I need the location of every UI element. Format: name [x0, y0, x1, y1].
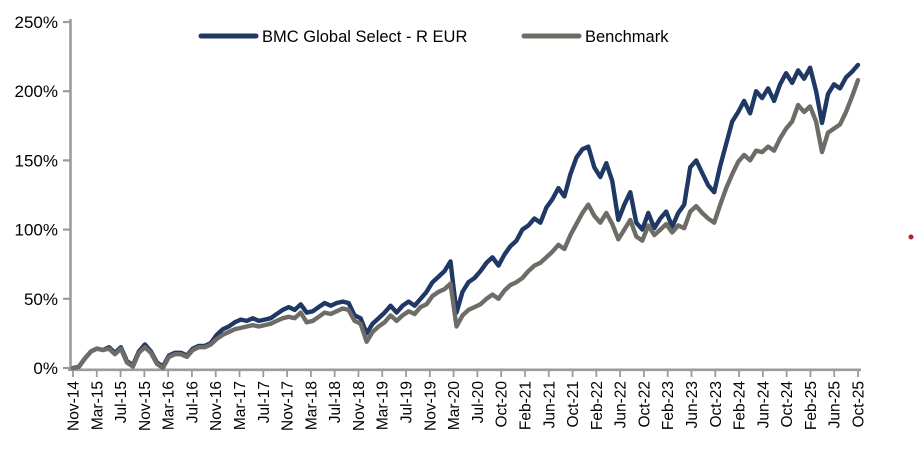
x-tick-label: Feb-25 [803, 381, 820, 430]
series-line-bmc-global-select-r-eur [70, 62, 861, 371]
x-tick-label: Jul-18 [327, 381, 344, 423]
x-tick-label: Jul-17 [256, 381, 273, 423]
x-tick-label: Jun-23 [684, 381, 701, 428]
x-tick-label: Nov-14 [66, 381, 83, 431]
red-dot-marker [908, 234, 914, 240]
x-tick-label: Feb-24 [732, 381, 749, 430]
x-tick-label: Mar-15 [89, 381, 106, 430]
x-tick-label: Feb-23 [660, 381, 677, 430]
x-tick-label: Oct-25 [851, 381, 868, 428]
y-tick-label: 250% [15, 13, 58, 32]
x-tick-label: Oct-20 [494, 381, 511, 428]
x-tick-label: Jun-25 [827, 381, 844, 428]
x-tick-label: Oct-24 [779, 381, 796, 428]
x-tick-label: Mar-19 [375, 381, 392, 430]
y-tick-label: 100% [15, 221, 58, 240]
x-tick-label: Mar-18 [303, 381, 320, 430]
series-lines [70, 62, 861, 371]
y-tick-label: 0% [33, 359, 58, 378]
legend-label-benchmark: Benchmark [585, 28, 669, 46]
x-tick-label: Feb-21 [517, 381, 534, 430]
x-tick-label: Jul-16 [184, 381, 201, 423]
x-tick-label: Mar-17 [232, 381, 249, 430]
x-tick-label: Oct-21 [565, 381, 582, 428]
x-tick-label: Oct-23 [708, 381, 725, 428]
x-tick-label: Jun-24 [755, 381, 772, 429]
x-axis-ticks: Nov-14 Mar-15 Jul-15 Nov-15 Mar-16 Jul-16 Nov-… [66, 369, 868, 431]
x-tick-label: Oct-22 [636, 381, 653, 428]
x-tick-label: Jul-20 [470, 381, 487, 424]
x-tick-label: Nov-17 [280, 381, 297, 431]
x-tick-label: Nov-18 [351, 381, 368, 431]
x-tick-label: Mar-16 [161, 381, 178, 430]
x-tick-label: Jun-21 [541, 381, 558, 428]
axes [68, 19, 861, 372]
x-tick-label: Jul-19 [399, 381, 416, 423]
legend-label-fund: BMC Global Select - R EUR [262, 28, 467, 46]
x-tick-label: Nov-19 [422, 381, 439, 431]
chart-legend: BMC Global Select - R EUR Benchmark [198, 28, 669, 46]
x-tick-label: Nov-15 [137, 381, 154, 431]
x-tick-label: Jun-22 [613, 381, 630, 428]
y-axis-ticks: 0% 50% 100% 150% 200% 250% [15, 13, 70, 378]
series-line-benchmark [70, 77, 861, 371]
y-tick-label: 200% [15, 82, 58, 101]
x-tick-label: Feb-22 [589, 381, 606, 430]
x-tick-label: Jul-15 [113, 381, 130, 423]
x-tick-label: Nov-16 [208, 381, 225, 431]
x-tick-label: Mar-20 [446, 381, 463, 430]
y-tick-label: 150% [15, 151, 58, 170]
y-tick-label: 50% [24, 290, 58, 309]
